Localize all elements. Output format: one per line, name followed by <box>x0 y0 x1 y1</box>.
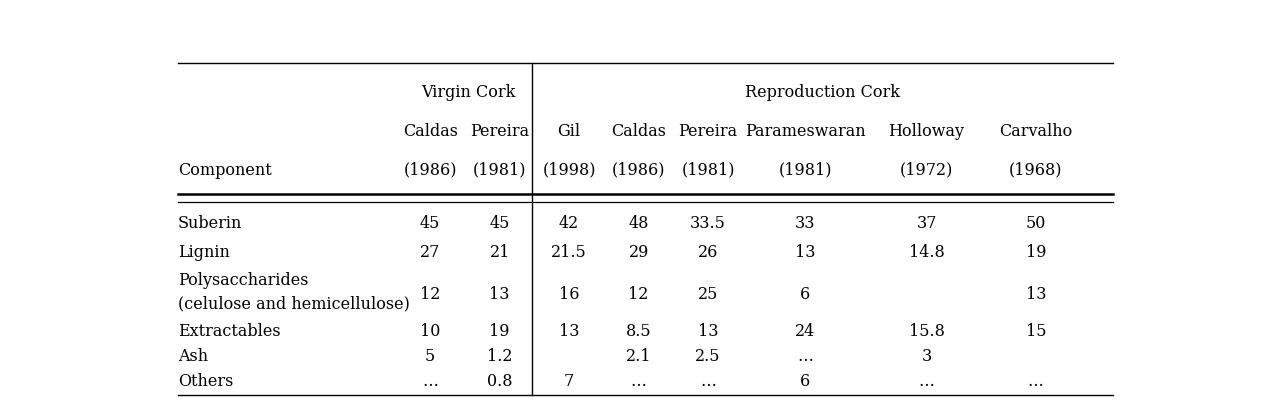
Text: Carvalho: Carvalho <box>999 123 1072 140</box>
Text: 1.2: 1.2 <box>487 347 512 365</box>
Text: Holloway: Holloway <box>889 123 965 140</box>
Text: 33.5: 33.5 <box>690 215 726 232</box>
Text: 12: 12 <box>420 286 441 303</box>
Text: …: … <box>630 373 647 390</box>
Text: 45: 45 <box>420 215 441 232</box>
Text: Ash: Ash <box>178 347 208 365</box>
Text: 2.5: 2.5 <box>696 347 721 365</box>
Text: 48: 48 <box>629 215 649 232</box>
Text: …: … <box>701 373 716 390</box>
Text: 7: 7 <box>564 373 574 390</box>
Text: Suberin: Suberin <box>178 215 242 232</box>
Text: 27: 27 <box>420 244 441 261</box>
Text: Parameswaran: Parameswaran <box>746 123 866 140</box>
Text: (1981): (1981) <box>681 162 735 178</box>
Text: Caldas: Caldas <box>402 123 457 140</box>
Text: Extractables: Extractables <box>178 323 281 340</box>
Text: Pereira: Pereira <box>679 123 738 140</box>
Text: 0.8: 0.8 <box>487 373 512 390</box>
Text: Gil: Gil <box>557 123 580 140</box>
Text: Component: Component <box>178 162 272 178</box>
Text: Caldas: Caldas <box>611 123 666 140</box>
Text: 21.5: 21.5 <box>551 244 587 261</box>
Text: 6: 6 <box>801 373 811 390</box>
Text: 37: 37 <box>916 215 936 232</box>
Text: (celulose and hemicellulose): (celulose and hemicellulose) <box>178 296 410 313</box>
Text: 45: 45 <box>489 215 510 232</box>
Text: 29: 29 <box>629 244 649 261</box>
Text: (1968): (1968) <box>1009 162 1062 178</box>
Text: (1986): (1986) <box>612 162 665 178</box>
Text: 8.5: 8.5 <box>626 323 652 340</box>
Text: 13: 13 <box>1026 286 1047 303</box>
Text: 6: 6 <box>801 286 811 303</box>
Text: 21: 21 <box>489 244 510 261</box>
Text: (1986): (1986) <box>404 162 457 178</box>
Text: Pereira: Pereira <box>470 123 529 140</box>
Text: Virgin Cork: Virgin Cork <box>420 84 515 101</box>
Text: 13: 13 <box>559 323 579 340</box>
Text: Lignin: Lignin <box>178 244 229 261</box>
Text: (1981): (1981) <box>473 162 526 178</box>
Text: 3: 3 <box>921 347 931 365</box>
Text: 25: 25 <box>698 286 719 303</box>
Text: Others: Others <box>178 373 233 390</box>
Text: Reproduction Cork: Reproduction Cork <box>746 84 901 101</box>
Text: 15.8: 15.8 <box>908 323 944 340</box>
Text: …: … <box>918 373 934 390</box>
Text: 19: 19 <box>489 323 510 340</box>
Text: …: … <box>423 373 438 390</box>
Text: (1998): (1998) <box>542 162 596 178</box>
Text: 16: 16 <box>559 286 579 303</box>
Text: 13: 13 <box>796 244 816 261</box>
Text: (1972): (1972) <box>899 162 953 178</box>
Text: 26: 26 <box>698 244 719 261</box>
Text: 42: 42 <box>559 215 579 232</box>
Text: 12: 12 <box>629 286 649 303</box>
Text: 15: 15 <box>1026 323 1047 340</box>
Text: …: … <box>1027 373 1044 390</box>
Text: 33: 33 <box>796 215 816 232</box>
Text: 5: 5 <box>425 347 436 365</box>
Text: 13: 13 <box>698 323 719 340</box>
Text: 24: 24 <box>796 323 816 340</box>
Text: 14.8: 14.8 <box>908 244 944 261</box>
Text: 13: 13 <box>489 286 510 303</box>
Text: 2.1: 2.1 <box>626 347 652 365</box>
Text: (1981): (1981) <box>779 162 833 178</box>
Text: 10: 10 <box>420 323 441 340</box>
Text: 50: 50 <box>1026 215 1047 232</box>
Text: Polysaccharides: Polysaccharides <box>178 271 309 289</box>
Text: …: … <box>798 347 813 365</box>
Text: 19: 19 <box>1026 244 1047 261</box>
